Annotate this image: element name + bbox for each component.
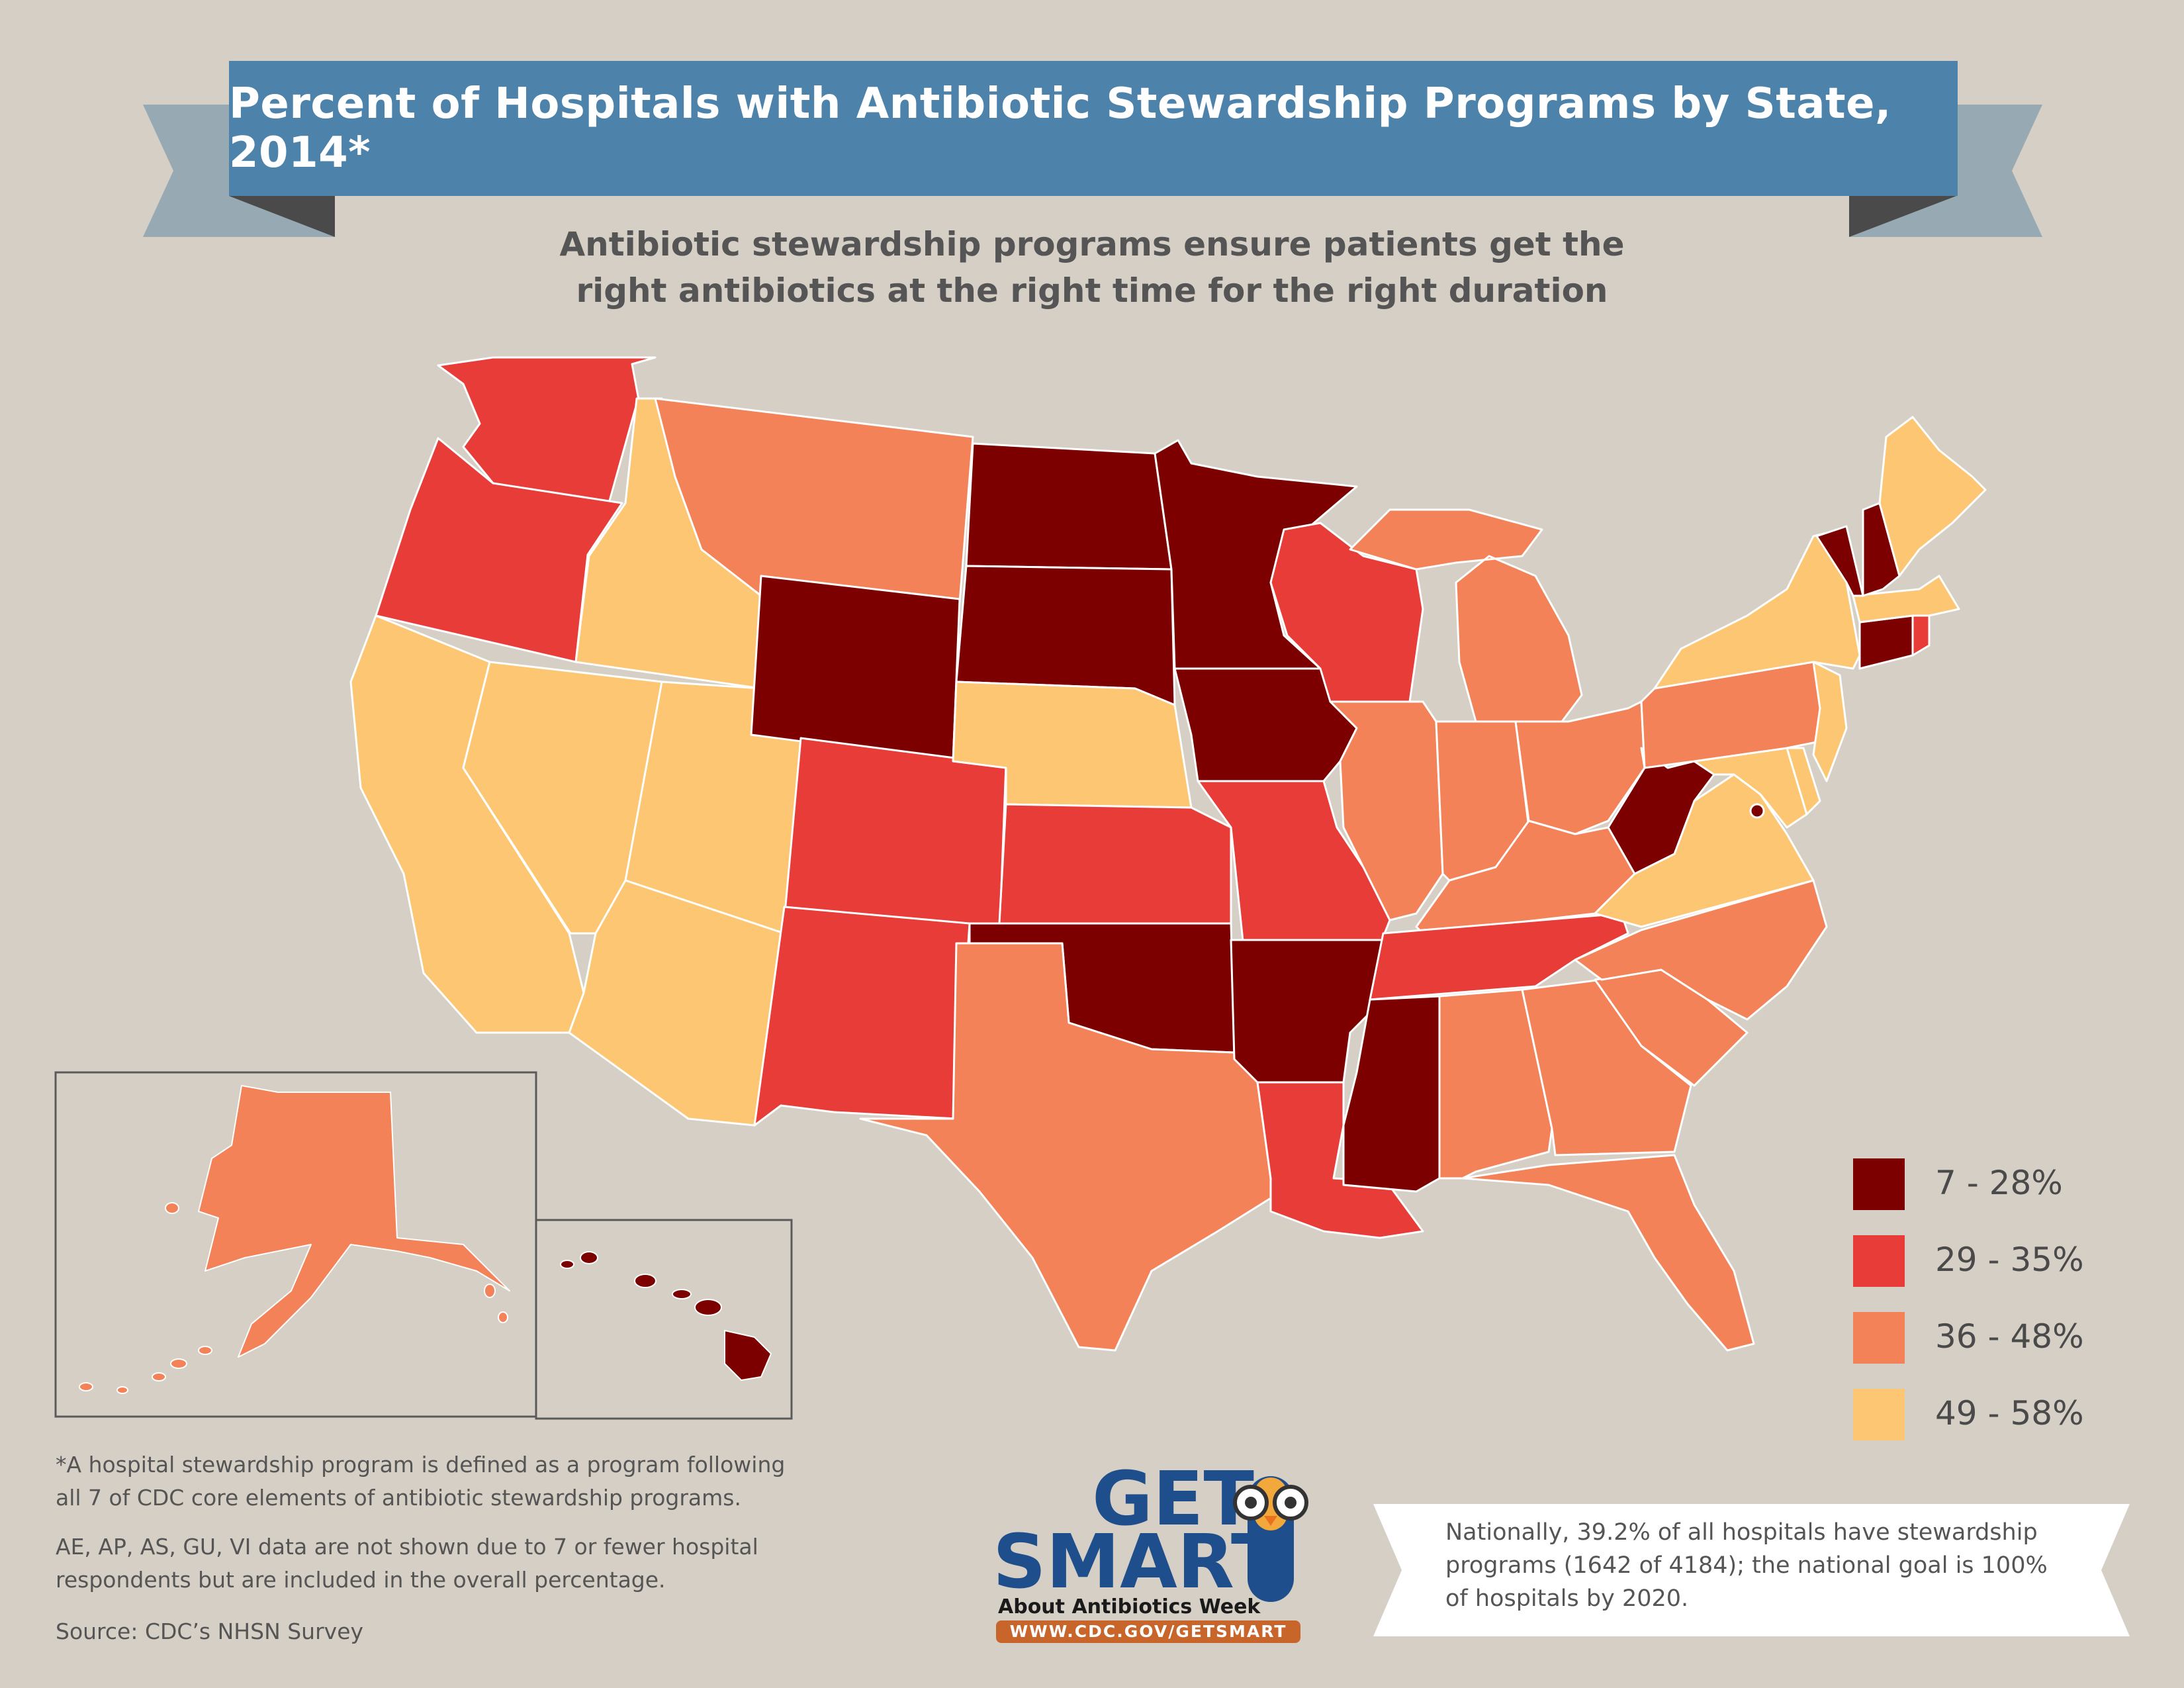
hawaii-island-5[interactable] <box>694 1299 722 1316</box>
legend-label-1: 7 - 28% <box>1935 1164 2063 1202</box>
state-LA[interactable] <box>1256 1081 1424 1239</box>
legend-label-3: 36 - 48% <box>1935 1317 2084 1356</box>
title-banner <box>229 61 1958 196</box>
state-NJ[interactable] <box>1812 661 1848 782</box>
legend-swatch-3 <box>1853 1312 1905 1364</box>
footnote-exclusion-line-2: respondents but are included in the over… <box>56 1567 666 1593</box>
source-note: Source: CDC’s NHSN Survey <box>56 1618 364 1644</box>
hawaii-island-1[interactable] <box>560 1260 574 1269</box>
state-IL[interactable] <box>1329 700 1444 921</box>
state-MI[interactable] <box>1349 508 1583 723</box>
legend-label-4: 49 - 58% <box>1935 1394 2084 1432</box>
alaska-island-6[interactable] <box>484 1284 496 1298</box>
hawaii-island-4[interactable] <box>672 1289 692 1299</box>
state-FL[interactable] <box>1461 1154 1755 1352</box>
alaska-island-2[interactable] <box>152 1372 166 1382</box>
footnote-exclusion-line-1: AE, AP, AS, GU, VI data are not shown du… <box>56 1534 758 1560</box>
footnote-exclusion: AE, AP, AS, GU, VI data are not shown du… <box>56 1530 758 1597</box>
hawaii-island-big[interactable] <box>724 1330 772 1381</box>
legend-swatch-4 <box>1853 1389 1905 1440</box>
national-note-line-2: programs (1642 of 4184); the national go… <box>1445 1552 2048 1579</box>
alaska-island-3[interactable] <box>116 1386 128 1394</box>
state-VT[interactable] <box>1815 525 1864 597</box>
alaska-island-4[interactable] <box>79 1382 93 1391</box>
state-WA[interactable] <box>437 356 657 504</box>
legend-swatch-1 <box>1853 1158 1905 1210</box>
subtitle-line-2: right antibiotics at the right time for … <box>576 271 1608 310</box>
state-MA[interactable] <box>1852 575 1960 624</box>
state-DE[interactable] <box>1786 747 1821 816</box>
logo-word-get: GET <box>1092 1456 1254 1542</box>
state-TX[interactable] <box>859 942 1272 1352</box>
logo-word-smart: SMART <box>993 1519 1282 1605</box>
alaska-island-8[interactable] <box>165 1202 179 1214</box>
state-NC[interactable] <box>1574 879 1828 1021</box>
hawaii-island-3[interactable] <box>634 1274 657 1288</box>
state-NH[interactable] <box>1862 502 1901 597</box>
footnote-definition: *A hospital stewardship program is defin… <box>56 1448 785 1515</box>
alaska-island-5[interactable] <box>198 1346 212 1355</box>
national-note-line-3: of hospitals by 2020. <box>1445 1585 1689 1612</box>
page-title: Percent of Hospitals with Antibiotic Ste… <box>229 79 1891 177</box>
state-AK[interactable] <box>198 1085 510 1358</box>
alaska-island-1[interactable] <box>170 1358 187 1369</box>
legend-swatch-2 <box>1853 1235 1905 1287</box>
logo-tagline: About Antibiotics Week <box>998 1595 1261 1618</box>
legend-label-2: 29 - 35% <box>1935 1241 2084 1279</box>
alaska-island-7[interactable] <box>498 1311 508 1323</box>
ribbon-right-fold <box>1849 196 1956 237</box>
state-DC[interactable] <box>1749 803 1765 819</box>
hawaii-inset-box <box>535 1219 793 1420</box>
ribbon-left-fold <box>229 196 335 237</box>
footnote-definition-line-1: *A hospital stewardship program is defin… <box>56 1452 786 1477</box>
subtitle-line-1: Antibiotic stewardship programs ensure p… <box>559 225 1625 263</box>
footnote-definition-line-2: all 7 of CDC core elements of antibiotic… <box>56 1485 741 1511</box>
logo-url[interactable]: WWW.CDC.GOV/GETSMART <box>996 1620 1300 1643</box>
state-KS[interactable] <box>998 803 1232 925</box>
national-note: Nationally, 39.2% of all hospitals have … <box>1445 1516 2081 1615</box>
state-ME[interactable] <box>1878 416 1987 577</box>
hawaii-island-2[interactable] <box>580 1251 598 1264</box>
national-note-line-1: Nationally, 39.2% of all hospitals have … <box>1445 1519 2038 1546</box>
